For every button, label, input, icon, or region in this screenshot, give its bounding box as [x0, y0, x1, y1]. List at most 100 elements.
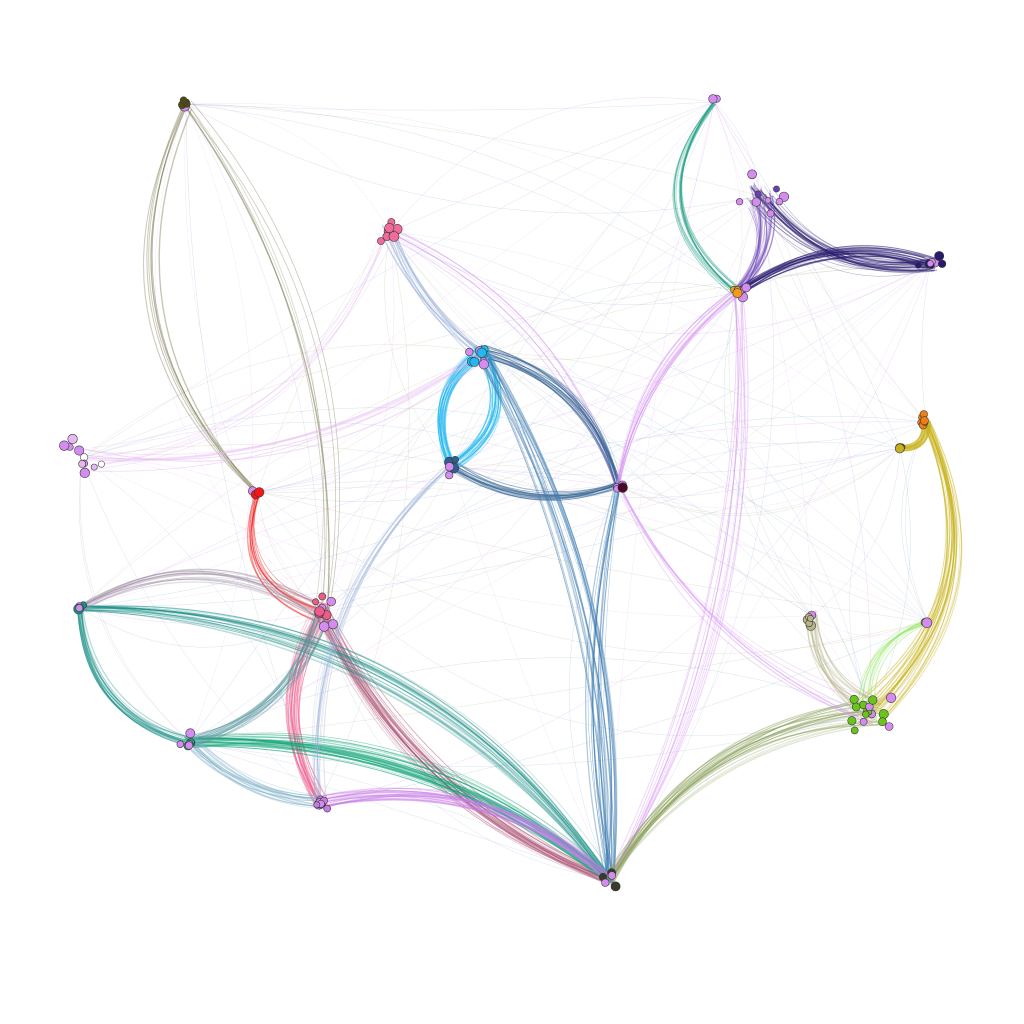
- cluster-pink-top: [377, 218, 403, 245]
- edge: [81, 608, 190, 747]
- node: [79, 467, 90, 479]
- edge: [606, 709, 883, 878]
- edge: [590, 488, 618, 879]
- node: [312, 598, 319, 606]
- edge: [607, 710, 875, 878]
- background-edge: [81, 263, 931, 459]
- background-edge: [79, 607, 323, 648]
- edge: [313, 793, 608, 883]
- edge: [482, 349, 616, 881]
- edge: [482, 349, 619, 484]
- edge: [81, 607, 193, 744]
- node: [884, 722, 894, 731]
- edge: [253, 491, 328, 613]
- node: [775, 197, 784, 206]
- edge: [396, 237, 482, 353]
- edge: [80, 605, 610, 883]
- node: [377, 237, 385, 245]
- edge: [285, 617, 318, 801]
- edge: [476, 356, 621, 489]
- edge: [187, 747, 319, 799]
- edge: [323, 788, 611, 877]
- edge: [868, 422, 954, 702]
- background-edge: [389, 231, 901, 449]
- edge: [186, 611, 319, 743]
- edge: [321, 616, 608, 880]
- edge-bundle-lime-green-right-dark-bottom-hub: [604, 699, 884, 885]
- edge: [451, 465, 618, 498]
- edge: [146, 105, 257, 493]
- background-edge: [257, 291, 739, 493]
- edge-bundle-pink-top-faint-left: [83, 225, 398, 471]
- edge: [322, 613, 610, 885]
- node: [184, 741, 194, 750]
- edge-bundle-maroon-hub-lime-green-right: [614, 482, 883, 726]
- background-edge: [481, 351, 871, 713]
- edge: [81, 605, 194, 740]
- node: [327, 619, 338, 630]
- background-edge: [617, 442, 901, 487]
- edge: [192, 607, 330, 747]
- edge: [70, 356, 490, 462]
- background-edge: [713, 101, 761, 197]
- edge: [184, 736, 326, 806]
- edge: [741, 249, 928, 290]
- edge: [475, 348, 609, 884]
- edge: [770, 200, 924, 268]
- edge: [448, 344, 494, 463]
- edge: [454, 358, 493, 468]
- edge: [76, 607, 610, 882]
- edge: [316, 616, 611, 882]
- edge: [81, 581, 324, 622]
- cluster-mustard-right: [894, 443, 906, 454]
- edge: [763, 195, 936, 265]
- edge: [766, 199, 926, 272]
- node: [934, 251, 945, 261]
- edge: [437, 349, 477, 466]
- background-edge: [79, 263, 931, 609]
- background-edge: [481, 351, 929, 623]
- edge-bundle-green-teal-dark-bottom-hub: [183, 732, 615, 886]
- background-edge: [79, 195, 761, 609]
- edge: [476, 347, 613, 884]
- background-edge: [257, 101, 715, 493]
- background-edge: [811, 447, 901, 617]
- edge: [475, 353, 622, 490]
- edge: [456, 467, 622, 499]
- node: [74, 445, 85, 456]
- background-edge: [321, 485, 619, 613]
- edge: [387, 234, 487, 350]
- edge: [449, 466, 621, 499]
- edge: [611, 293, 743, 879]
- background-edge: [723, 291, 813, 617]
- edge: [619, 294, 741, 484]
- background-edge: [389, 231, 931, 334]
- edge: [608, 713, 873, 877]
- edge: [185, 616, 330, 745]
- edge: [383, 237, 485, 353]
- edge: [675, 102, 739, 294]
- background-edge: [389, 101, 715, 233]
- edge: [390, 233, 482, 357]
- background-edge: [257, 231, 391, 493]
- edge: [488, 346, 619, 487]
- edge: [607, 723, 884, 884]
- edge: [251, 491, 318, 611]
- background-edge: [481, 282, 739, 353]
- edge: [76, 571, 324, 611]
- edge: [91, 232, 390, 449]
- background-edge: [257, 491, 323, 613]
- background-edge: [568, 485, 619, 881]
- edge: [190, 100, 340, 612]
- edge-bundle-faint-left-sky-blue-center: [70, 348, 490, 472]
- edge: [195, 736, 323, 803]
- background-edge: [79, 421, 927, 609]
- cluster-steel-blue: [444, 456, 460, 480]
- edge: [483, 354, 608, 884]
- node: [708, 94, 718, 104]
- edge: [484, 344, 616, 486]
- edge: [77, 609, 612, 879]
- background-edge: [189, 657, 871, 743]
- node: [851, 702, 861, 712]
- cluster-teal-left: [73, 601, 87, 615]
